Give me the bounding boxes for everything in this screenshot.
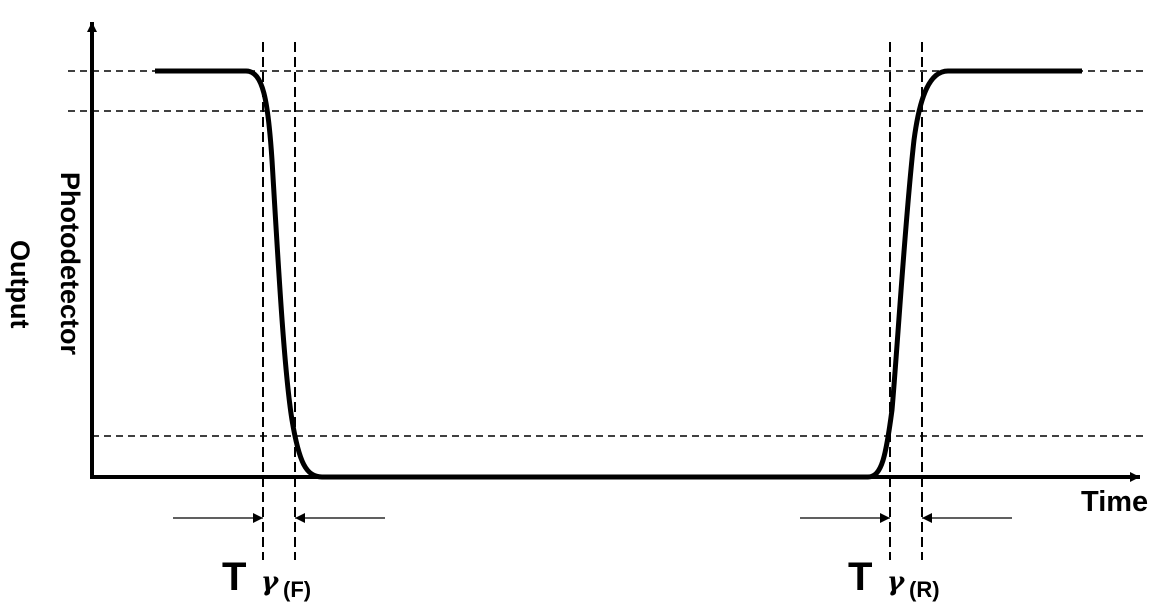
rise-time-greek: γ [887, 567, 906, 597]
fall-time-label: T γ (F) [222, 555, 311, 602]
fall-time-suffix: (F) [283, 577, 311, 602]
rise-time-symbol: T [848, 555, 872, 599]
signal-waveform [155, 68, 1082, 480]
rise-time-suffix: (R) [909, 577, 940, 602]
y-axis-label-output: Output [5, 240, 35, 328]
rise-time-label: T γ (R) [848, 555, 940, 602]
fall-time-greek: γ [261, 567, 280, 597]
fall-time-symbol: T [222, 555, 246, 599]
y-axis-label-photodetector: Photodetector [55, 172, 85, 355]
x-axis-label: Time [1081, 486, 1148, 518]
